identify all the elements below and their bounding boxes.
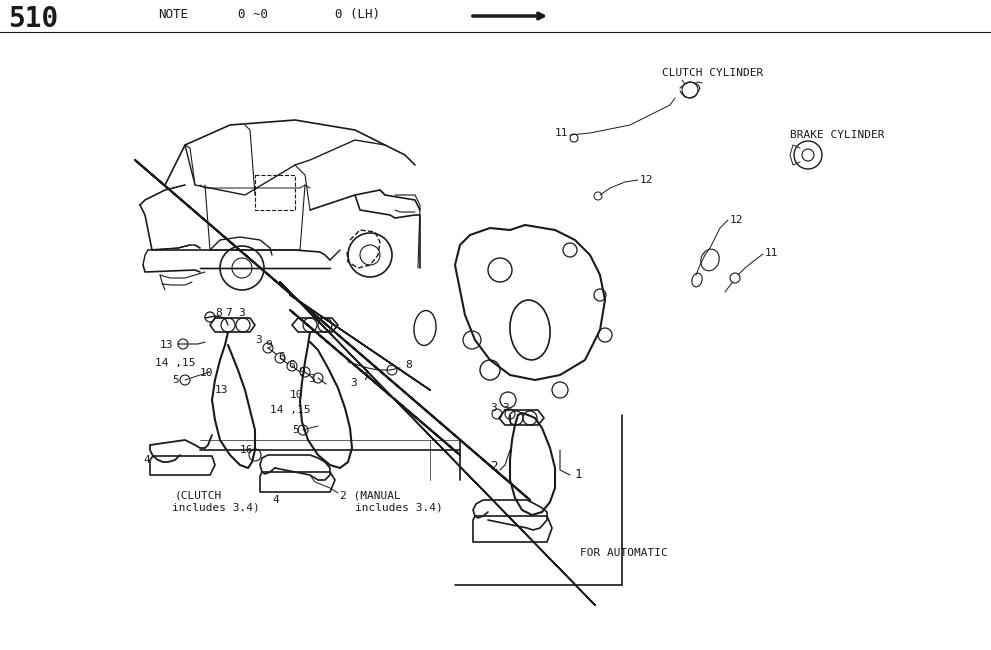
Text: 4: 4 (272, 495, 278, 505)
Text: 3: 3 (238, 308, 245, 318)
Text: CLUTCH CYLINDER: CLUTCH CYLINDER (662, 68, 763, 78)
Text: 12: 12 (730, 215, 743, 225)
Text: 14 ,15: 14 ,15 (270, 405, 310, 415)
Text: 5: 5 (172, 375, 178, 385)
Text: 14 ,15: 14 ,15 (155, 358, 195, 368)
Text: 1: 1 (575, 468, 583, 481)
Text: 9: 9 (298, 367, 305, 377)
Text: 6: 6 (288, 360, 294, 370)
Text: 0 ~0: 0 ~0 (238, 8, 268, 21)
Text: 4: 4 (143, 455, 150, 465)
Text: BRAKE CYLINDER: BRAKE CYLINDER (790, 130, 885, 140)
Text: 16: 16 (240, 445, 254, 455)
Text: 10: 10 (200, 368, 213, 378)
Text: 7: 7 (362, 372, 369, 382)
Text: 510: 510 (8, 5, 58, 33)
Text: 8: 8 (215, 308, 222, 318)
Text: 11: 11 (555, 128, 569, 138)
Text: (CLUTCH: (CLUTCH (175, 490, 222, 500)
Text: 3: 3 (350, 378, 357, 388)
Text: 5: 5 (292, 425, 298, 435)
Text: 3: 3 (255, 335, 262, 345)
Text: 10: 10 (290, 390, 303, 400)
Text: 12: 12 (640, 175, 653, 185)
Text: 7: 7 (225, 308, 232, 318)
Text: FOR AUTOMATIC: FOR AUTOMATIC (580, 548, 668, 558)
Text: 9: 9 (265, 340, 272, 350)
Text: 3: 3 (502, 403, 508, 413)
Text: 11: 11 (765, 248, 779, 258)
Text: includes 3.4): includes 3.4) (355, 502, 443, 512)
Text: 8: 8 (405, 360, 411, 370)
Text: 13: 13 (215, 385, 229, 395)
Text: includes 3.4): includes 3.4) (172, 502, 260, 512)
Text: 3: 3 (490, 403, 496, 413)
Text: 2 (MANUAL: 2 (MANUAL (340, 490, 400, 500)
Text: NOTE: NOTE (158, 8, 188, 21)
Text: 13: 13 (160, 340, 173, 350)
Text: 3: 3 (308, 374, 315, 384)
Text: 6: 6 (278, 352, 284, 362)
Text: 2: 2 (490, 460, 497, 473)
Text: 0 (LH): 0 (LH) (335, 8, 380, 21)
